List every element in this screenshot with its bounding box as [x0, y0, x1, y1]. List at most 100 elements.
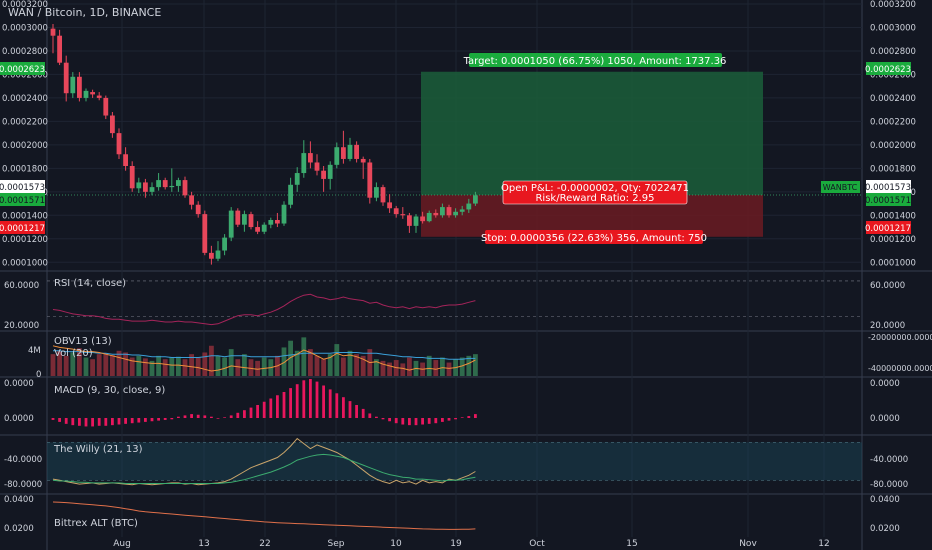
time-tick-1: 13	[198, 539, 209, 549]
profit-zone	[421, 71, 763, 195]
macd-bar-22	[196, 414, 200, 418]
candle-body-56	[420, 216, 425, 222]
macd-bar-39	[309, 379, 312, 418]
candle-body-44	[341, 147, 346, 159]
macd-bar-27	[229, 415, 233, 418]
obv-line	[52, 345, 476, 372]
candle-body-10	[116, 133, 122, 155]
macd-bar-33	[269, 398, 273, 418]
price-tick-right-1: 0.0003000	[870, 23, 916, 33]
willy-band	[47, 442, 862, 481]
symbol-tag	[821, 181, 860, 193]
price-tick-left-3: 0.0002600	[2, 70, 48, 80]
volume-bar-42	[327, 354, 333, 376]
time-tick-9: 12	[818, 539, 829, 549]
candle-body-18	[169, 185, 175, 188]
candle-body-40	[314, 162, 320, 171]
candle-body-47	[360, 158, 366, 163]
macd-bar-16	[157, 418, 160, 421]
volume-bar-22	[195, 357, 201, 376]
candle-body-60	[446, 207, 452, 216]
price-tick-left-0: 0.0003200	[2, 0, 48, 10]
candle-body-45	[347, 144, 353, 159]
macd-left-tick-2: 0.0000	[4, 414, 34, 424]
stop-price-text: 0.0001217	[865, 224, 911, 234]
candle-body-49	[374, 187, 379, 198]
rsi-left-tick-20: 20.0000	[4, 321, 39, 331]
candle-body-57	[426, 212, 432, 222]
candle-body-7	[96, 95, 102, 98]
volume-bar-7	[96, 354, 102, 376]
willy-right-tick-2: -80.0000	[870, 480, 908, 490]
macd-bar-60	[447, 418, 451, 421]
stop-price-tag-left	[0, 221, 45, 234]
candle-body-9	[110, 115, 115, 134]
volume-bar-60	[446, 362, 452, 376]
candle-body-5	[83, 90, 89, 98]
volume-bar-6	[90, 359, 95, 376]
macd-bar-13	[137, 418, 141, 423]
macd-bar-9	[111, 418, 114, 426]
macd-bar-28	[236, 412, 240, 418]
candle-body-63	[466, 203, 472, 210]
macd-bar-31	[256, 405, 259, 418]
candle-body-26	[222, 237, 227, 251]
bittrex-right-tick-2: 0.0200	[870, 524, 900, 534]
volume-bar-3	[70, 352, 76, 376]
price-tick-left-7: 0.0001800	[2, 164, 48, 174]
volume-bar-19	[176, 356, 181, 376]
target-price-tag-left	[0, 62, 45, 75]
volume-bar-21	[189, 354, 194, 376]
time-tick-5: 19	[450, 539, 462, 549]
volume-bar-0	[50, 354, 56, 376]
candle-body-0	[50, 28, 56, 36]
volume-bar-36	[288, 340, 293, 376]
macd-bar-62	[460, 417, 464, 418]
rsi-line	[52, 293, 476, 326]
macd-bar-43	[335, 393, 339, 418]
macd-bar-3	[71, 418, 75, 426]
volume-bar-9	[110, 355, 115, 376]
rr-label: Risk/Reward Ratio: 2.95	[535, 193, 654, 204]
volume-bar-57	[426, 355, 432, 376]
macd-bar-37	[295, 384, 299, 418]
price-tick-left-9: 0.0001400	[2, 211, 48, 221]
volume-bar-54	[407, 357, 412, 376]
bittrex-title: Bittrex ALT (BTC)	[54, 518, 138, 529]
target-price-text: 0.0002623	[865, 65, 911, 75]
candle-body-55	[413, 216, 419, 226]
candle-body-23	[202, 214, 208, 253]
macd-bar-30	[249, 407, 253, 418]
stop-price-tag	[866, 221, 911, 234]
macd-right-tick-2: 0.0000	[870, 414, 900, 424]
volume-bar-1	[57, 350, 62, 376]
symbol-tag-text: WANBTC	[823, 183, 858, 192]
price-tick-left-1: 0.0003000	[2, 23, 48, 33]
candle-body-43	[334, 147, 340, 165]
volume-bar-63	[466, 355, 472, 376]
macd-bar-25	[216, 418, 220, 419]
macd-bar-17	[163, 418, 167, 420]
price-tick-left-4: 0.0002400	[2, 94, 48, 104]
volume-ma-line	[53, 350, 476, 360]
position-tool[interactable]	[47, 71, 862, 237]
candle-body-4	[77, 76, 82, 98]
pnl-label: Open P&L: -0.0000002, Qty: 7022471	[501, 183, 689, 194]
bittrex-left-tick-2: 0.0200	[4, 524, 34, 534]
volume-bar-62	[459, 357, 465, 376]
time-tick-8: Nov	[739, 539, 757, 549]
target-label-box	[469, 53, 722, 67]
rsi-left-tick-60: 60.0000	[4, 281, 39, 291]
candle-body-20	[182, 180, 188, 196]
price-tick-right-5: 0.0002200	[870, 117, 916, 127]
macd-bar-0	[51, 418, 55, 420]
volume-bar-46	[354, 354, 359, 376]
time-tick-7: 15	[626, 539, 637, 549]
macd-bar-47	[361, 408, 365, 418]
macd-bar-35	[282, 392, 286, 418]
willy-line	[52, 437, 476, 486]
macd-bar-50	[381, 418, 385, 420]
price-tick-right-9: 0.0001400	[870, 211, 916, 221]
current-price-text-2: 0.0001571	[865, 196, 911, 206]
